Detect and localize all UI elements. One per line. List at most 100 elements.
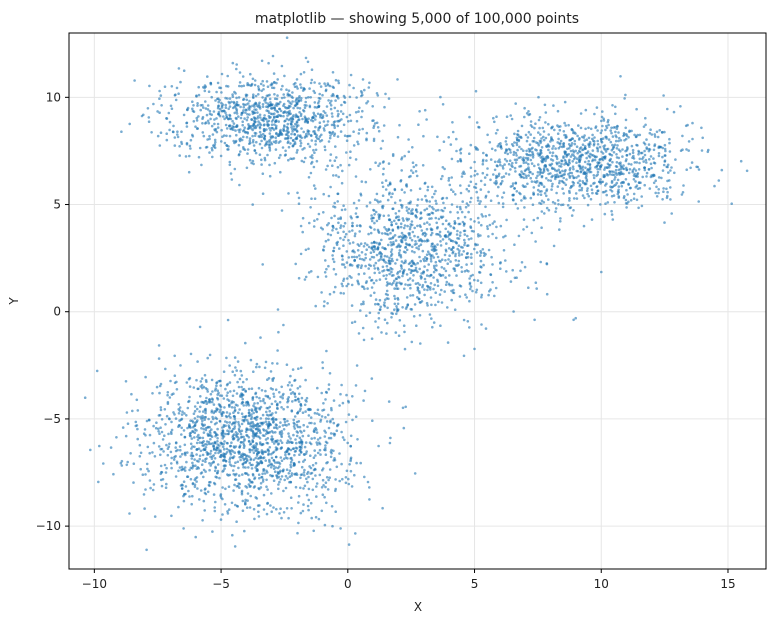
scatter-point — [369, 251, 373, 254]
scatter-point — [562, 130, 566, 133]
scatter-point — [425, 257, 429, 261]
scatter-point — [285, 441, 289, 445]
scatter-point — [308, 408, 312, 411]
scatter-point — [585, 138, 588, 141]
scatter-point — [257, 88, 261, 92]
scatter-point — [449, 210, 452, 214]
scatter-point — [638, 157, 642, 161]
scatter-point — [434, 209, 438, 212]
scatter-point — [303, 136, 307, 139]
scatter-point — [318, 82, 321, 85]
scatter-point — [299, 511, 303, 515]
scatter-point — [519, 156, 522, 159]
scatter-point — [542, 201, 546, 204]
scatter-point — [279, 439, 282, 442]
scatter-point — [383, 226, 386, 229]
scatter-point — [513, 141, 516, 144]
scatter-point — [328, 84, 332, 88]
scatter-point — [653, 135, 657, 138]
scatter-point — [266, 442, 270, 445]
scatter-point — [314, 125, 317, 129]
scatter-point — [319, 115, 322, 119]
scatter-point — [383, 298, 387, 302]
scatter-point — [290, 384, 294, 387]
scatter-point — [347, 134, 350, 138]
scatter-point — [307, 498, 311, 502]
scatter-point — [354, 415, 358, 419]
scatter-point — [452, 190, 455, 193]
scatter-point — [532, 191, 535, 195]
scatter-point — [229, 416, 232, 419]
scatter-point — [627, 200, 630, 204]
scatter-point — [243, 415, 247, 419]
scatter-point — [162, 450, 165, 453]
scatter-point — [405, 217, 409, 220]
scatter-point — [377, 201, 380, 204]
scatter-point — [422, 257, 425, 261]
scatter-point — [318, 448, 322, 452]
scatter-point — [409, 294, 412, 297]
scatter-point — [382, 274, 386, 278]
scatter-point — [465, 296, 469, 299]
scatter-point — [382, 303, 386, 307]
scatter-point — [419, 274, 423, 278]
scatter-point — [191, 429, 194, 433]
scatter-point — [487, 248, 491, 252]
scatter-point — [170, 107, 174, 110]
scatter-point — [624, 149, 627, 153]
scatter-point — [232, 469, 235, 472]
scatter-point — [201, 117, 204, 120]
scatter-point — [399, 254, 403, 257]
scatter-point — [199, 436, 202, 440]
scatter-point — [235, 434, 238, 438]
scatter-point — [605, 148, 609, 151]
scatter-point — [232, 489, 235, 492]
scatter-point — [615, 161, 619, 164]
scatter-point — [555, 155, 559, 158]
scatter-point — [287, 452, 291, 456]
scatter-point — [479, 234, 482, 237]
scatter-point — [524, 185, 527, 188]
scatter-point — [390, 270, 393, 274]
scatter-point — [397, 215, 400, 218]
scatter-point — [409, 212, 413, 215]
scatter-point — [631, 148, 635, 152]
scatter-point — [375, 253, 379, 257]
scatter-point — [526, 182, 529, 186]
scatter-point — [657, 188, 660, 191]
scatter-point — [400, 231, 404, 235]
scatter-point — [456, 247, 460, 251]
scatter-point — [635, 107, 638, 111]
scatter-point — [406, 283, 410, 287]
scatter-point — [430, 185, 434, 189]
scatter-point — [254, 151, 258, 155]
scatter-point — [277, 113, 280, 117]
scatter-point — [502, 249, 506, 252]
scatter-point — [437, 300, 440, 304]
scatter-point — [304, 100, 308, 104]
scatter-point — [562, 181, 566, 185]
scatter-point — [361, 127, 365, 131]
scatter-point — [550, 166, 554, 170]
scatter-point — [208, 462, 211, 465]
scatter-point — [614, 176, 617, 179]
scatter-point — [329, 450, 333, 454]
scatter-point — [610, 126, 613, 130]
scatter-point — [206, 451, 210, 455]
scatter-point — [258, 142, 262, 146]
scatter-point — [433, 192, 436, 196]
scatter-point — [210, 146, 214, 150]
scatter-point — [393, 297, 397, 301]
scatter-point — [178, 424, 181, 427]
scatter-point — [613, 184, 616, 187]
scatter-point — [537, 154, 541, 157]
scatter-point — [596, 149, 600, 153]
scatter-point — [385, 232, 388, 236]
scatter-point — [620, 181, 623, 185]
scatter-point — [357, 110, 360, 113]
scatter-point — [500, 176, 504, 179]
scatter-point — [153, 455, 157, 458]
scatter-point — [262, 117, 266, 120]
scatter-point — [395, 245, 399, 249]
scatter-point — [432, 287, 435, 291]
